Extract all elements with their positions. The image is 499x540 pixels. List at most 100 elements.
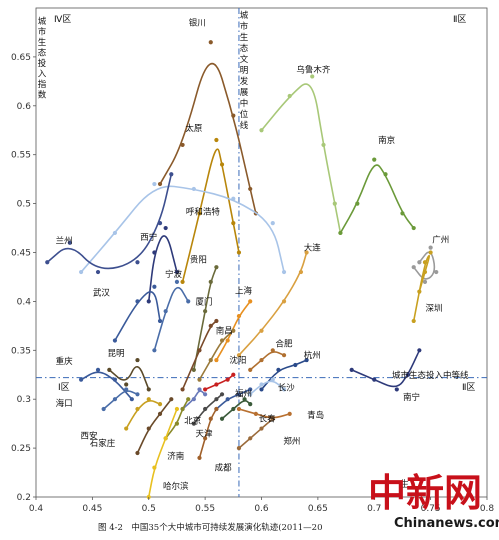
city-label: 贵阳 [190, 254, 207, 265]
series-长春 [219, 397, 253, 421]
series-line [238, 408, 291, 419]
series-point [231, 196, 236, 201]
series-厦门 [180, 318, 219, 392]
series-point [174, 279, 180, 284]
series-line [412, 251, 436, 280]
city-label: 乌鲁木齐 [296, 65, 331, 76]
series-point [186, 397, 191, 402]
watermark-fragment: 生 [400, 478, 409, 490]
city-label: 上海 [235, 286, 253, 297]
series-line [80, 371, 133, 400]
series-point [372, 157, 377, 162]
series-point [197, 211, 202, 216]
series-point [248, 401, 253, 407]
series-point [214, 357, 219, 363]
series-line [46, 173, 173, 270]
city-label: 福州 [235, 388, 252, 399]
series-point [124, 426, 129, 431]
series-point [152, 284, 157, 289]
series-point [152, 250, 157, 255]
city-label: 天津 [195, 428, 213, 439]
series-point [174, 421, 180, 426]
city-label: 青岛 [307, 410, 324, 421]
tick-labels: 0.4 0.45 0.5 0.55 0.6 0.65 0.7 0.75 0.8 0.2 0.25 0.… [11, 53, 494, 514]
series-line [147, 408, 178, 498]
series-point [180, 406, 185, 412]
series-兰州 [45, 172, 174, 275]
series-point [310, 74, 315, 79]
series-point [95, 367, 101, 372]
series-大连 [236, 250, 309, 358]
series-point [236, 250, 242, 255]
series-point [191, 421, 196, 426]
series-point [231, 221, 236, 226]
series-point [146, 397, 151, 402]
y-tick-label: 0.25 [11, 444, 31, 454]
series-point [112, 338, 118, 343]
series-point [304, 250, 309, 255]
series-point [219, 338, 225, 343]
city-label: 银川 [189, 18, 206, 29]
series-南昌 [197, 328, 236, 382]
series-point [270, 416, 275, 421]
series-point [208, 357, 213, 363]
x-tick-label: 0.55 [195, 504, 215, 514]
series-上海 [214, 299, 253, 363]
series-西安 [124, 397, 163, 431]
quadrant-bottom-right: Ⅱ区 [462, 382, 475, 393]
series-point [231, 328, 236, 333]
series-point [197, 377, 202, 382]
series-乌鲁木齐 [259, 74, 343, 236]
series-point [259, 382, 264, 387]
series-point [203, 406, 208, 412]
city-label: 太原 [185, 123, 202, 134]
city-label: 广州 [432, 235, 449, 246]
y-axis-title-char: 态 [38, 48, 47, 59]
series-point [270, 221, 275, 226]
series-point [180, 142, 185, 148]
quadrant-bottom-left: Ⅰ区 [58, 382, 70, 393]
series-point [248, 367, 253, 372]
x-tick-label: 0.45 [82, 504, 102, 514]
series-point [298, 269, 304, 275]
city-label: 南昌 [216, 326, 233, 337]
series-line [249, 351, 285, 371]
vertical-ref-char: 生 [240, 32, 249, 43]
series-point [394, 387, 399, 392]
city-label: 大连 [304, 243, 322, 254]
series-point [180, 387, 185, 392]
series-point [174, 406, 180, 412]
series-line [147, 235, 178, 303]
city-label: 长沙 [278, 382, 296, 393]
series-line [350, 349, 421, 388]
vertical-ref-char: 位 [240, 109, 249, 120]
series-point [180, 279, 185, 284]
city-label: 重庆 [56, 356, 74, 367]
quadrant-top-right: Ⅱ区 [453, 14, 466, 25]
series-point [231, 406, 236, 412]
series-point [281, 387, 287, 392]
x-tick-label: 0.5 [142, 504, 156, 514]
series-point [214, 382, 219, 387]
vertical-ref-char: 市 [240, 21, 249, 32]
city-label: 武汉 [93, 288, 111, 299]
city-label: 哈尔滨 [163, 481, 189, 492]
figure-caption: 图 4-2 中国35个大中城市可持续发展演化轨迹(2011—20 [98, 522, 322, 533]
series-point [259, 328, 264, 333]
vertical-ref-char: 发 [240, 76, 249, 87]
vertical-ref-char: 文 [240, 54, 249, 65]
series-point [135, 406, 140, 412]
series-point [383, 172, 388, 177]
city-label: 西安 [80, 430, 97, 441]
series-point [259, 357, 264, 363]
series-line [80, 185, 285, 273]
series-point [152, 348, 157, 353]
series-point [191, 367, 196, 372]
series-point [146, 299, 151, 304]
series-昆明 [107, 357, 151, 392]
series-point [157, 221, 163, 226]
series-point [208, 40, 213, 45]
series-point [157, 401, 163, 407]
series-point [259, 387, 264, 392]
